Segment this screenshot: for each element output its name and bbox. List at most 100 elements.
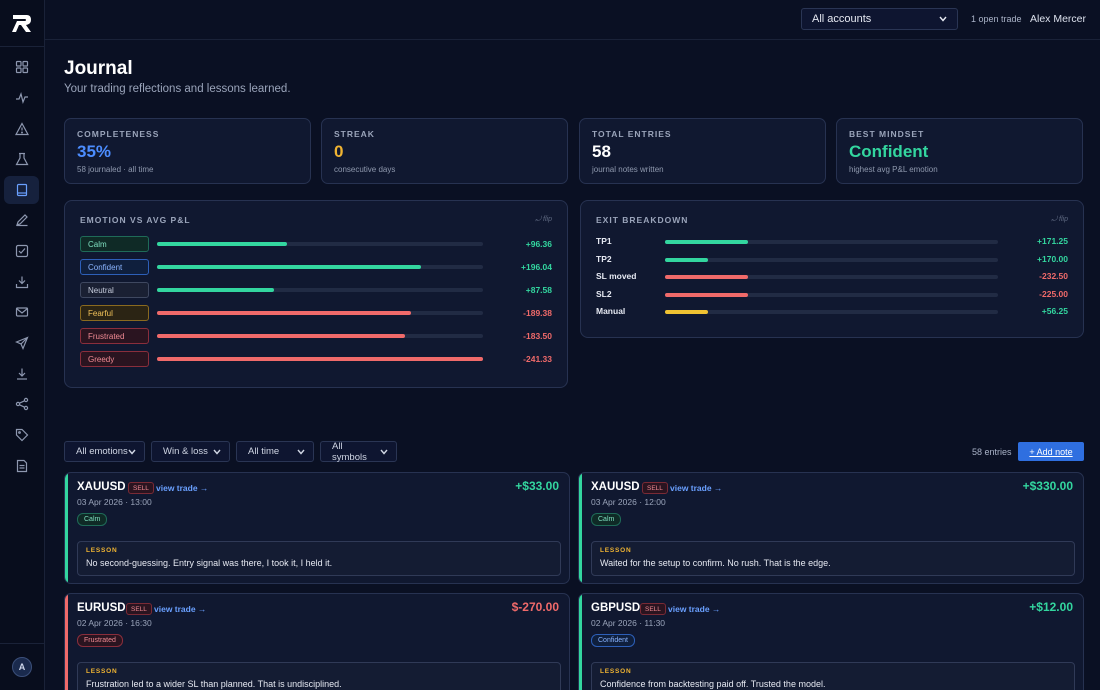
exit-label: TP2	[596, 253, 612, 264]
side-badge: SELL	[128, 482, 154, 494]
card-pnl: $-270.00	[511, 600, 559, 614]
sidebar-item-notes[interactable]	[4, 206, 39, 234]
emotion-row: Frustrated -183.50	[80, 328, 552, 344]
lesson-label: LESSON	[600, 547, 632, 554]
lesson-text: Confidence from backtesting paid off. Tr…	[600, 679, 826, 689]
emotion-bar-track	[157, 288, 483, 292]
filter-time[interactable]: All time	[236, 441, 314, 462]
side-badge: SELL	[642, 482, 668, 494]
card-date: 02 Apr 2026 · 11:30	[591, 618, 666, 628]
sidebar-item-activity[interactable]	[4, 84, 39, 112]
page-subtitle: Your trading reflections and lessons lea…	[64, 83, 291, 95]
brand-logo-icon[interactable]	[11, 12, 33, 34]
chevron-down-icon	[213, 449, 221, 455]
sidebar-item-send[interactable]	[4, 329, 39, 357]
warning-icon	[14, 122, 29, 136]
add-note-button[interactable]: + Add note	[1018, 442, 1084, 461]
send-icon	[14, 336, 29, 350]
emotion-tag[interactable]: Frustrated	[80, 328, 149, 344]
filter-time-value: All time	[248, 446, 280, 457]
stat-label: BEST MINDSET	[849, 129, 925, 139]
emotion-value: -189.38	[523, 308, 552, 318]
import-icon	[15, 276, 28, 289]
sidebar-item-alerts[interactable]	[4, 115, 39, 143]
emotion-bar-fill	[157, 288, 275, 292]
journal-entry-card[interactable]: EURUSD SELL view trade → $-270.00 02 Apr 202…	[64, 593, 570, 690]
stat-note: highest avg P&L emotion	[849, 165, 938, 174]
lesson-label: LESSON	[600, 668, 632, 675]
sidebar-item-journal[interactable]	[4, 176, 39, 204]
journal-entry-card[interactable]: XAUUSD SELL view trade → +$33.00 03 Apr 2026…	[64, 472, 570, 584]
sidebar-item-share[interactable]	[4, 390, 39, 418]
card-emotion-tag: Calm	[591, 513, 622, 526]
lesson-text: No second-guessing. Entry signal was the…	[86, 558, 333, 568]
chevron-down-icon	[297, 449, 305, 455]
view-trade-link[interactable]: view trade →	[668, 604, 721, 614]
emotion-value: +87.58	[525, 285, 552, 295]
view-trade-link[interactable]: view trade →	[156, 483, 209, 493]
flask-icon	[14, 152, 29, 166]
sidebar-item-tags[interactable]	[4, 421, 39, 449]
sidebar-item-download[interactable]	[4, 360, 39, 388]
emotion-tag[interactable]: Fearful	[80, 305, 149, 321]
account-select[interactable]: All accounts	[801, 8, 958, 30]
card-accent-bar	[65, 473, 68, 583]
flip-toggle[interactable]: ⤾ flip	[1051, 216, 1068, 223]
emotion-bar-track	[157, 334, 483, 338]
exit-value: +56.25	[1041, 306, 1068, 317]
stat-card-best-mindset: BEST MINDSET Confident highest avg P&L e…	[836, 118, 1083, 184]
card-symbol: XAUUSD	[77, 481, 126, 493]
filter-symbols[interactable]: All symbols	[320, 441, 397, 463]
emotion-row: Neutral +87.58	[80, 282, 552, 298]
report-icon	[16, 459, 27, 473]
sidebar-item-checklist[interactable]	[4, 237, 39, 265]
card-pnl: +$33.00	[515, 479, 559, 493]
avatar[interactable]: A	[12, 657, 32, 677]
view-trade-link[interactable]: view trade →	[670, 483, 723, 493]
open-trades-indicator[interactable]: 1 open trade	[971, 14, 1022, 24]
exit-row: TP2 +170.00	[596, 253, 1068, 267]
sidebar-item-import[interactable]	[4, 268, 39, 296]
exit-bar-fill	[665, 275, 749, 280]
emotion-bar-fill	[157, 334, 405, 338]
sidebar-item-lab[interactable]	[4, 145, 39, 173]
exit-value: +171.25	[1037, 236, 1068, 246]
exit-value: -232.50	[1039, 271, 1068, 282]
emotion-tag[interactable]: Neutral	[80, 282, 149, 298]
lesson-text: Frustration led to a wider SL than plann…	[86, 679, 342, 689]
user-name[interactable]: Alex Mercer	[1030, 13, 1087, 25]
card-pnl: +$12.00	[1029, 600, 1073, 614]
journal-entry-card[interactable]: GBPUSD SELL view trade → +$12.00 02 Apr 2026…	[578, 593, 1084, 690]
activity-icon	[15, 92, 28, 104]
exit-bar-track	[665, 310, 998, 315]
download-icon	[16, 368, 27, 380]
sidebar-item-dashboard[interactable]	[4, 53, 39, 81]
stat-value: 58	[592, 142, 611, 161]
card-symbol: XAUUSD	[591, 481, 640, 493]
view-trade-link[interactable]: view trade →	[154, 604, 207, 614]
sidebar-item-reports[interactable]	[4, 452, 39, 480]
exit-label: TP1	[596, 236, 612, 246]
card-emotion-tag: Frustrated	[77, 634, 123, 647]
filter-emotions[interactable]: All emotions	[64, 441, 145, 462]
exit-row: TP1 +171.25	[596, 235, 1068, 249]
exit-bar-fill	[665, 240, 749, 244]
emotion-tag[interactable]: Confident	[80, 259, 149, 275]
emotion-tag[interactable]: Calm	[80, 236, 149, 252]
lesson-box: LESSON Confidence from backtesting paid o…	[591, 662, 1075, 690]
emotion-tag[interactable]: Greedy	[80, 351, 149, 367]
sidebar-item-mail[interactable]	[4, 298, 39, 326]
sidebar-bottom-divider	[0, 643, 45, 644]
stat-label: STREAK	[334, 129, 375, 139]
emotion-row: Fearful -189.38	[80, 305, 552, 321]
filter-outcome[interactable]: Win & loss	[151, 441, 230, 462]
page-title: Journal	[64, 58, 133, 79]
emotion-value: +96.36	[525, 239, 552, 249]
exit-value: -225.00	[1039, 288, 1068, 299]
emotion-bar-track	[157, 265, 483, 269]
card-accent-bar	[579, 594, 582, 690]
journal-entry-card[interactable]: XAUUSD SELL view trade → +$330.00 03 Apr 202…	[578, 472, 1084, 584]
flip-toggle[interactable]: ⤾ flip	[535, 216, 552, 223]
exit-bar-track	[665, 257, 998, 262]
lesson-box: LESSON No second-guessing. Entry signal w…	[77, 541, 561, 576]
